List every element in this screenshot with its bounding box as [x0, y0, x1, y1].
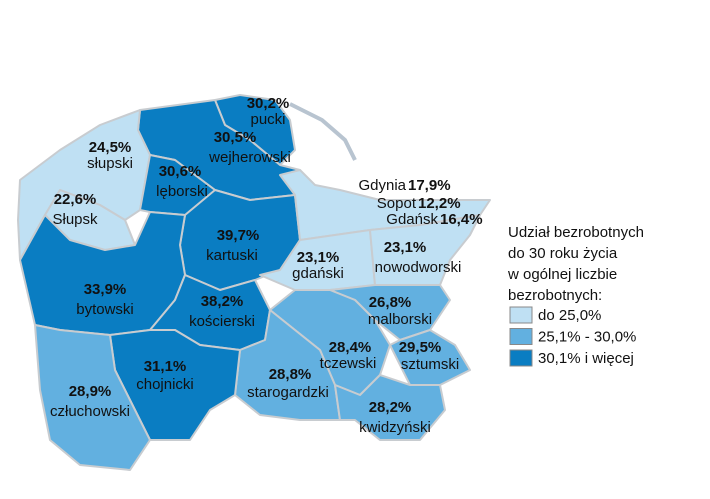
region-area	[279, 169, 491, 241]
region-name: Sopot	[377, 195, 417, 212]
region-value: 22,6%	[54, 191, 97, 208]
legend-swatch	[509, 349, 533, 367]
region-value: 12,2%	[418, 195, 461, 212]
region-value: 26,8%	[369, 294, 412, 311]
region-value: 28,8%	[269, 366, 312, 383]
region-name: tczewski	[320, 355, 377, 372]
region-name: pucki	[250, 111, 285, 128]
region-value: 28,4%	[329, 339, 372, 356]
region-name: lęborski	[156, 183, 208, 200]
region-value: 30,5%	[214, 129, 257, 146]
region-name: wejherowski	[208, 149, 291, 166]
region-value: 23,1%	[297, 249, 340, 266]
region-name: człuchowski	[50, 403, 130, 420]
region-name: kwidzyński	[359, 419, 431, 436]
region-name: sztumski	[401, 356, 459, 373]
region-area	[234, 309, 341, 421]
region-value: 33,9%	[84, 281, 127, 298]
region-value: 39,7%	[217, 227, 260, 244]
region-value: 16,4%	[440, 211, 483, 228]
region-area	[34, 324, 151, 471]
region-value: 28,9%	[69, 383, 112, 400]
region-name: chojnicki	[136, 376, 194, 393]
hel-peninsula	[289, 102, 357, 161]
region-name: bytowski	[76, 301, 134, 318]
region-name: gdański	[292, 265, 344, 282]
legend-label: 30,1% i więcej	[538, 350, 634, 367]
legend-swatch	[509, 328, 533, 345]
region-value: 30,2%	[247, 95, 290, 112]
region-value: 31,1%	[144, 358, 187, 375]
legend-title: bezrobotnych:	[508, 287, 602, 304]
region-value: 29,5%	[399, 339, 442, 356]
legend-title: do 30 roku życia	[508, 245, 618, 262]
region-name: kościerski	[189, 313, 255, 330]
region-value: 30,6%	[159, 163, 202, 180]
region-value: 17,9%	[408, 177, 451, 194]
region-value: 38,2%	[201, 293, 244, 310]
legend-swatch	[509, 306, 533, 324]
region-area	[389, 329, 471, 386]
region-name: Gdańsk	[386, 211, 438, 228]
region-name: kartuski	[206, 247, 258, 264]
legend-title: w ogólnej liczbie	[507, 266, 617, 283]
region-name: Gdynia	[358, 177, 406, 194]
legend-label: 25,1% - 30,0%	[538, 328, 636, 345]
region-area	[334, 374, 446, 441]
region-value: 24,5%	[89, 139, 132, 156]
region-value: 28,2%	[369, 399, 412, 416]
region-name: nowodworski	[375, 259, 462, 276]
region-value: 23,1%	[384, 239, 427, 256]
region-name: Słupsk	[52, 211, 98, 228]
region-name: malborski	[368, 311, 432, 328]
region-name: słupski	[87, 155, 133, 172]
region-name: starogardzki	[247, 384, 329, 401]
legend-label: do 25,0%	[538, 307, 601, 324]
legend-title: Udział bezrobotnych	[508, 224, 644, 241]
